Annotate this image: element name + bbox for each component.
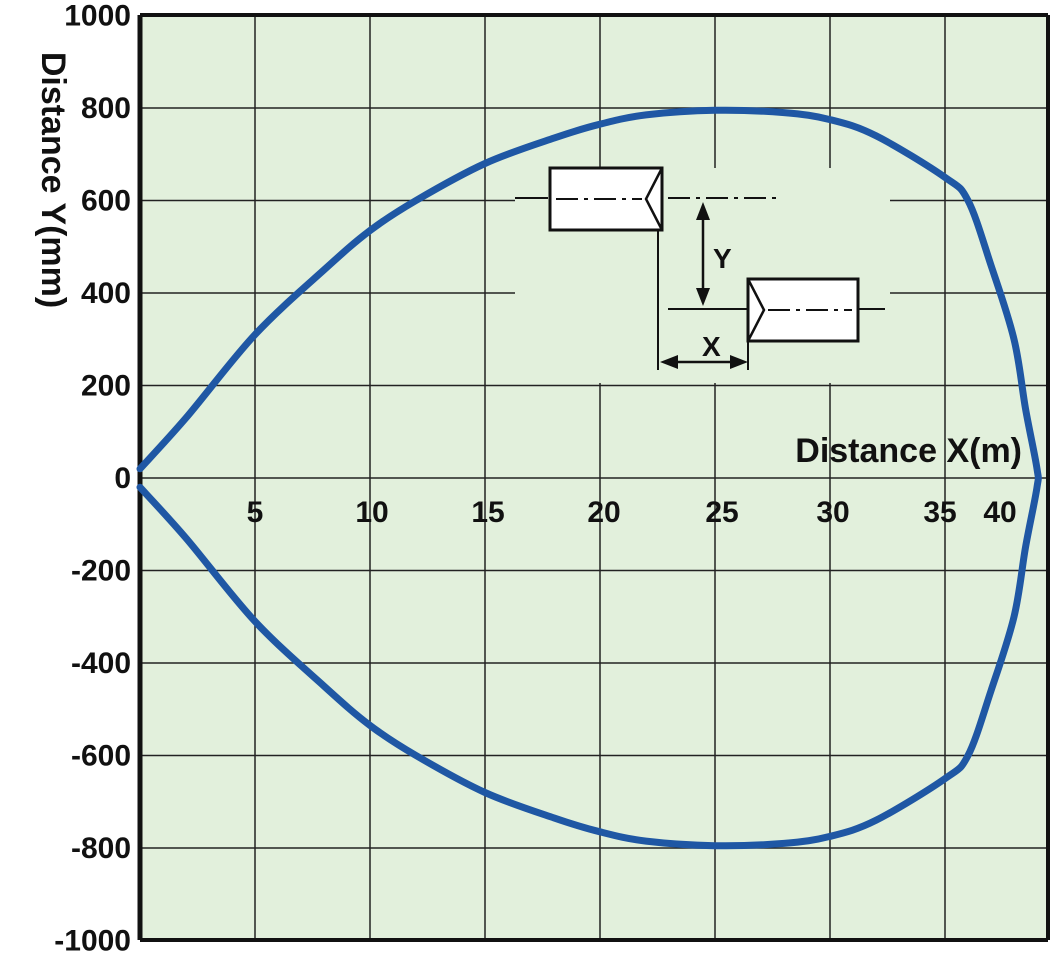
sensor-diagram: Y X [515,166,890,383]
x-tick-label: 35 [923,496,956,529]
y-tick-label: -400 [71,647,131,680]
x-tick-label: 5 [247,496,264,529]
x-tick-label: 10 [355,496,388,529]
x-axis-label: Distance X(m) [795,432,1022,470]
y-tick-label: 0 [114,462,131,495]
diagram-y-label: Y [713,243,732,274]
plot-frame [137,13,1050,942]
y-axis-label: Distance Y(mm) [34,52,72,308]
receiver-unit [746,277,860,343]
y-tick-label: 800 [81,92,131,125]
diagram-x-label: X [702,331,721,362]
x-tick-labels: 5 10 15 20 25 30 35 40 [247,496,1017,529]
y-tick-label: 600 [81,185,131,218]
y-dimension-arrow [696,202,710,306]
x-tick-label: 15 [471,496,504,529]
y-tick-label: 400 [81,277,131,310]
y-tick-label: 1000 [64,0,131,33]
y-tick-label: -1000 [54,925,131,954]
diagram-guides [515,197,885,370]
x-tick-label: 25 [705,496,738,529]
y-tick-label: -200 [71,555,131,588]
x-tick-label: 30 [816,496,849,529]
emitter-unit [548,166,664,232]
y-tick-label: -600 [71,740,131,773]
x-tick-label: 20 [587,496,620,529]
x-tick-label: 40 [983,496,1016,529]
y-tick-label: 200 [81,370,131,403]
y-tick-labels: 1000 800 600 400 200 0 -200 -400 -600 -800 -1000 [54,0,131,954]
series-line-range-curve [136,106,1042,850]
y-tick-label: -800 [71,832,131,865]
x-dimension-arrow [660,355,748,369]
